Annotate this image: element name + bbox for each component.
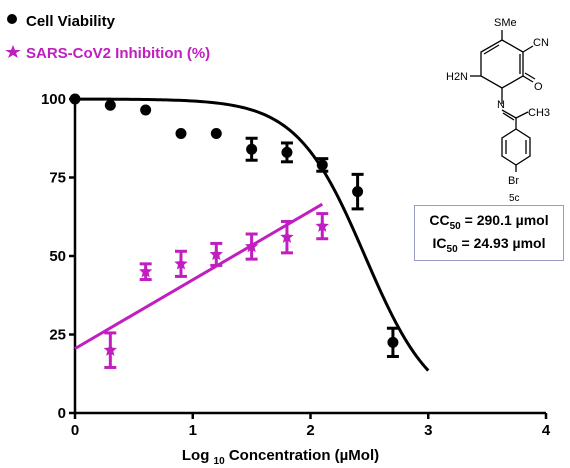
data-point-cell-viability xyxy=(175,128,187,140)
data-point-cell-viability xyxy=(140,104,152,116)
h2n-label: H2N xyxy=(446,71,468,83)
data-point-cell-viability xyxy=(104,99,116,111)
cc50-ic50-box: CC50 = 290.1 µmol IC50 = 24.93 µmol xyxy=(414,205,564,261)
br-label: Br xyxy=(508,175,519,187)
legend-item-cell-viability: Cell Viability xyxy=(4,12,115,30)
fit-line-series-1 xyxy=(74,202,324,350)
x-tick-label: 1 xyxy=(189,422,197,439)
legend-label-inhibition: SARS-CoV2 Inhibition (%) xyxy=(26,45,211,62)
data-point-inhibition xyxy=(209,247,223,261)
data-point-cell-viability xyxy=(281,146,293,158)
x-tick-label: 3 xyxy=(424,422,432,439)
compound-label: 5c xyxy=(509,193,520,204)
data-point-cell-viability xyxy=(246,143,258,155)
fit-line-series-0 xyxy=(74,97,430,372)
cn-label: CN xyxy=(533,37,549,49)
data-point-cell-viability xyxy=(316,159,328,171)
ic50-annotation: IC50 = 24.93 µmol xyxy=(432,235,546,255)
data-point-cell-viability xyxy=(387,336,399,348)
compound-structure xyxy=(470,30,536,172)
n-label: N xyxy=(497,99,505,111)
y-tick-label: 25 xyxy=(49,327,66,344)
data-point-cell-viability xyxy=(69,93,81,105)
y-tick-label: 0 xyxy=(58,405,66,422)
data-point-inhibition xyxy=(244,239,259,253)
data-point-inhibition xyxy=(174,256,188,270)
data-point-cell-viability xyxy=(352,186,364,198)
y-tick-label: 50 xyxy=(49,248,66,265)
compound-labels: SMe CN H2N N O CH3 Br 5c xyxy=(446,17,550,204)
x-tick-label: 2 xyxy=(306,422,314,439)
legend-item-inhibition: SARS-CoV2 Inhibition (%) xyxy=(4,44,210,62)
star-marker-icon xyxy=(5,45,21,58)
data-point-inhibition xyxy=(280,230,294,243)
x-tick-label: 4 xyxy=(542,422,551,439)
fit-curves xyxy=(74,97,430,372)
data-point-inhibition xyxy=(103,343,117,356)
y-tick-label: 100 xyxy=(41,91,66,108)
data-point-inhibition xyxy=(315,219,329,232)
ch3-label: CH3 xyxy=(528,107,550,119)
data-point-inhibition xyxy=(138,264,153,278)
data-marks xyxy=(69,93,399,369)
legend-label-cell-viability: Cell Viability xyxy=(26,13,115,30)
x-axis-label: Log 10 Concentration (µMol) xyxy=(182,447,379,467)
sme-label: SMe xyxy=(494,17,517,29)
o-label: O xyxy=(534,81,543,93)
cc50-annotation: CC50 = 290.1 µmol xyxy=(429,212,549,232)
axes: 0 1 2 3 4 0 25 50 75 100 Log 10 Concentration (µMo… xyxy=(41,91,551,467)
x-tick-label: 0 xyxy=(71,422,79,439)
y-tick-label: 75 xyxy=(49,170,66,187)
data-point-cell-viability xyxy=(210,128,222,140)
circle-marker-icon xyxy=(7,14,17,24)
